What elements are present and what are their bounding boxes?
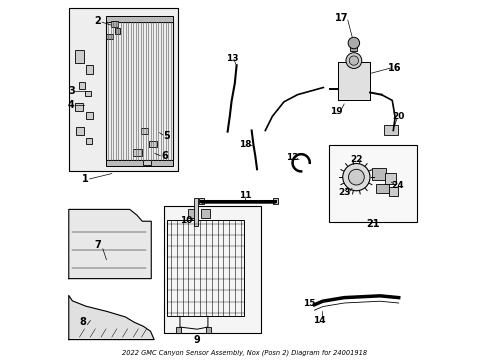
Bar — [140, 128, 148, 134]
Text: 14: 14 — [313, 316, 325, 325]
FancyBboxPatch shape — [163, 206, 260, 333]
Text: 7: 7 — [95, 240, 102, 250]
Bar — [337, 62, 369, 100]
Text: 12: 12 — [285, 153, 298, 162]
Bar — [111, 21, 117, 27]
Text: 22: 22 — [349, 156, 362, 165]
Bar — [79, 82, 85, 89]
Bar — [201, 209, 209, 218]
Text: 19: 19 — [330, 107, 342, 116]
Bar — [86, 65, 93, 74]
Circle shape — [347, 37, 359, 49]
Text: 15: 15 — [303, 298, 315, 307]
Text: 11: 11 — [239, 191, 251, 200]
Text: 2022 GMC Canyon Sensor Assembly, Nox (Posn 2) Diagram for 24001918: 2022 GMC Canyon Sensor Assembly, Nox (Po… — [122, 349, 366, 356]
Text: 18: 18 — [239, 140, 251, 149]
Bar — [167, 220, 244, 316]
Bar — [86, 112, 93, 119]
FancyBboxPatch shape — [328, 145, 416, 222]
Text: 23: 23 — [338, 188, 350, 197]
Bar — [76, 127, 83, 135]
Bar — [383, 126, 397, 135]
Bar — [106, 16, 172, 22]
Text: 16: 16 — [387, 63, 400, 73]
Text: 13: 13 — [226, 54, 239, 63]
Text: 6: 6 — [161, 151, 168, 161]
Text: 24: 24 — [391, 181, 404, 190]
Bar — [106, 34, 113, 40]
Bar — [188, 209, 197, 218]
Text: 1: 1 — [81, 174, 88, 184]
Polygon shape — [69, 210, 151, 279]
Text: 10: 10 — [180, 216, 192, 225]
Text: 5: 5 — [163, 131, 170, 141]
Bar — [205, 327, 211, 333]
Text: 20: 20 — [391, 112, 404, 121]
Bar — [143, 159, 151, 165]
Circle shape — [348, 169, 364, 185]
Bar — [337, 62, 369, 100]
Bar — [106, 160, 172, 166]
Circle shape — [348, 56, 358, 65]
Bar — [193, 198, 198, 226]
Polygon shape — [69, 296, 154, 339]
Text: 17: 17 — [335, 13, 348, 23]
Bar — [86, 138, 92, 144]
Bar — [388, 187, 397, 196]
Bar — [273, 198, 278, 204]
Bar — [148, 141, 156, 147]
Bar — [349, 44, 357, 51]
Circle shape — [346, 53, 361, 68]
FancyBboxPatch shape — [69, 8, 178, 171]
Bar — [133, 149, 142, 156]
Bar — [376, 184, 388, 193]
Text: 3: 3 — [68, 86, 75, 96]
Text: 21: 21 — [366, 220, 379, 229]
Bar — [199, 198, 204, 204]
Text: 4: 4 — [68, 100, 75, 111]
Text: 9: 9 — [193, 334, 200, 345]
Bar — [75, 50, 83, 63]
Bar — [75, 103, 83, 111]
Circle shape — [342, 163, 369, 191]
Text: 2: 2 — [94, 17, 101, 27]
Bar — [371, 168, 386, 180]
Bar — [85, 91, 90, 96]
Bar — [106, 22, 172, 160]
Bar — [175, 327, 181, 333]
Bar — [115, 28, 120, 34]
Text: 8: 8 — [80, 318, 86, 327]
Bar — [385, 173, 395, 184]
